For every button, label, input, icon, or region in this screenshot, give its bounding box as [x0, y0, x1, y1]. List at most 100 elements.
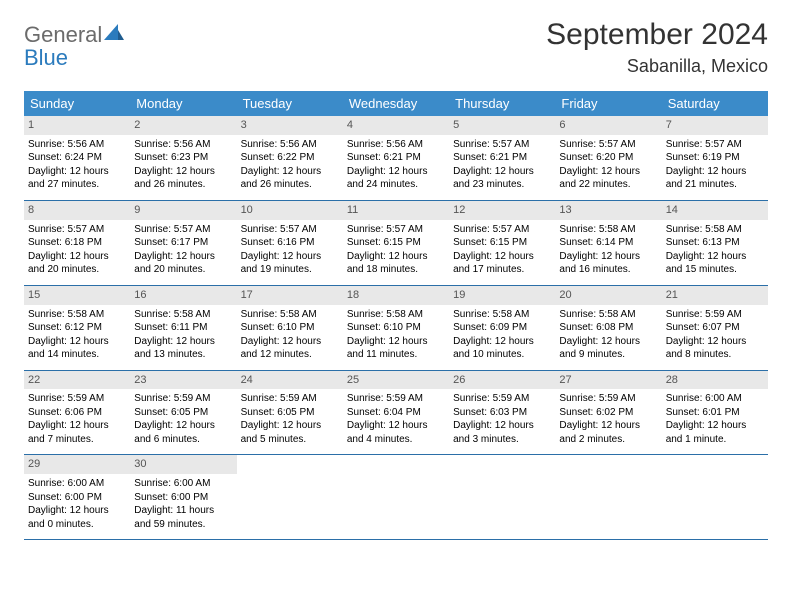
day-number: 8 — [24, 201, 130, 220]
daylight-line: and 24 minutes. — [347, 178, 445, 192]
calendar-week: 22Sunrise: 5:59 AMSunset: 6:06 PMDayligh… — [24, 371, 768, 456]
calendar-day-empty — [237, 455, 343, 539]
daylight-line: and 11 minutes. — [347, 348, 445, 362]
daylight-line: and 59 minutes. — [134, 518, 232, 532]
calendar-grid: SundayMondayTuesdayWednesdayThursdayFrid… — [24, 91, 768, 540]
calendar-day: 21Sunrise: 5:59 AMSunset: 6:07 PMDayligh… — [662, 286, 768, 370]
daylight-line: and 18 minutes. — [347, 263, 445, 277]
weekday-header: Sunday — [24, 91, 130, 116]
day-number: 12 — [449, 201, 555, 220]
sunset-line: Sunset: 6:05 PM — [241, 406, 339, 420]
calendar-day-empty — [555, 455, 661, 539]
calendar-week: 29Sunrise: 6:00 AMSunset: 6:00 PMDayligh… — [24, 455, 768, 540]
daylight-line: and 27 minutes. — [28, 178, 126, 192]
calendar-day: 18Sunrise: 5:58 AMSunset: 6:10 PMDayligh… — [343, 286, 449, 370]
daylight-line: and 4 minutes. — [347, 433, 445, 447]
daylight-line: Daylight: 12 hours — [453, 250, 551, 264]
sunrise-line: Sunrise: 5:59 AM — [453, 392, 551, 406]
daylight-line: Daylight: 12 hours — [666, 419, 764, 433]
day-number: 15 — [24, 286, 130, 305]
day-number: 19 — [449, 286, 555, 305]
daylight-line: Daylight: 12 hours — [347, 335, 445, 349]
daylight-line: and 26 minutes. — [241, 178, 339, 192]
sunset-line: Sunset: 6:02 PM — [559, 406, 657, 420]
sunset-line: Sunset: 6:18 PM — [28, 236, 126, 250]
sunset-line: Sunset: 6:19 PM — [666, 151, 764, 165]
daylight-line: and 19 minutes. — [241, 263, 339, 277]
calendar-day-empty — [343, 455, 449, 539]
calendar-day: 15Sunrise: 5:58 AMSunset: 6:12 PMDayligh… — [24, 286, 130, 370]
daylight-line: Daylight: 12 hours — [666, 250, 764, 264]
sunrise-line: Sunrise: 5:57 AM — [241, 223, 339, 237]
sunset-line: Sunset: 6:13 PM — [666, 236, 764, 250]
sunset-line: Sunset: 6:20 PM — [559, 151, 657, 165]
calendar-day: 23Sunrise: 5:59 AMSunset: 6:05 PMDayligh… — [130, 371, 236, 455]
day-number: 17 — [237, 286, 343, 305]
sunrise-line: Sunrise: 5:57 AM — [666, 138, 764, 152]
daylight-line: and 1 minute. — [666, 433, 764, 447]
daylight-line: and 14 minutes. — [28, 348, 126, 362]
daylight-line: Daylight: 12 hours — [347, 419, 445, 433]
calendar-day: 2Sunrise: 5:56 AMSunset: 6:23 PMDaylight… — [130, 116, 236, 200]
day-number: 26 — [449, 371, 555, 390]
weekday-header-row: SundayMondayTuesdayWednesdayThursdayFrid… — [24, 91, 768, 116]
daylight-line: and 12 minutes. — [241, 348, 339, 362]
sunrise-line: Sunrise: 5:59 AM — [241, 392, 339, 406]
calendar-day: 13Sunrise: 5:58 AMSunset: 6:14 PMDayligh… — [555, 201, 661, 285]
daylight-line: Daylight: 12 hours — [28, 250, 126, 264]
sunrise-line: Sunrise: 5:59 AM — [559, 392, 657, 406]
daylight-line: Daylight: 12 hours — [241, 335, 339, 349]
daylight-line: and 26 minutes. — [134, 178, 232, 192]
day-number: 3 — [237, 116, 343, 135]
sunset-line: Sunset: 6:03 PM — [453, 406, 551, 420]
calendar-week: 1Sunrise: 5:56 AMSunset: 6:24 PMDaylight… — [24, 116, 768, 201]
day-number: 1 — [24, 116, 130, 135]
sunset-line: Sunset: 6:06 PM — [28, 406, 126, 420]
sunset-line: Sunset: 6:15 PM — [347, 236, 445, 250]
daylight-line: and 23 minutes. — [453, 178, 551, 192]
daylight-line: Daylight: 12 hours — [559, 165, 657, 179]
daylight-line: Daylight: 12 hours — [559, 419, 657, 433]
day-number: 5 — [449, 116, 555, 135]
calendar-day: 26Sunrise: 5:59 AMSunset: 6:03 PMDayligh… — [449, 371, 555, 455]
day-number: 14 — [662, 201, 768, 220]
day-number: 27 — [555, 371, 661, 390]
day-number: 11 — [343, 201, 449, 220]
sunrise-line: Sunrise: 5:58 AM — [28, 308, 126, 322]
calendar-day: 3Sunrise: 5:56 AMSunset: 6:22 PMDaylight… — [237, 116, 343, 200]
day-number: 13 — [555, 201, 661, 220]
sunrise-line: Sunrise: 5:59 AM — [28, 392, 126, 406]
page-title: September 2024 — [546, 18, 768, 52]
daylight-line: Daylight: 12 hours — [241, 165, 339, 179]
sunset-line: Sunset: 6:22 PM — [241, 151, 339, 165]
sunset-line: Sunset: 6:12 PM — [28, 321, 126, 335]
sunrise-line: Sunrise: 5:58 AM — [241, 308, 339, 322]
calendar-day-empty — [662, 455, 768, 539]
sunrise-line: Sunrise: 5:58 AM — [559, 308, 657, 322]
sunset-line: Sunset: 6:08 PM — [559, 321, 657, 335]
calendar-day: 30Sunrise: 6:00 AMSunset: 6:00 PMDayligh… — [130, 455, 236, 539]
sunset-line: Sunset: 6:21 PM — [347, 151, 445, 165]
sunset-line: Sunset: 6:14 PM — [559, 236, 657, 250]
calendar-day: 25Sunrise: 5:59 AMSunset: 6:04 PMDayligh… — [343, 371, 449, 455]
daylight-line: Daylight: 11 hours — [134, 504, 232, 518]
day-number: 9 — [130, 201, 236, 220]
sunrise-line: Sunrise: 5:57 AM — [453, 138, 551, 152]
day-number: 16 — [130, 286, 236, 305]
brand-sail-icon — [104, 24, 124, 47]
daylight-line: Daylight: 12 hours — [28, 165, 126, 179]
sunrise-line: Sunrise: 5:57 AM — [134, 223, 232, 237]
day-number: 28 — [662, 371, 768, 390]
sunrise-line: Sunrise: 5:59 AM — [134, 392, 232, 406]
day-number: 4 — [343, 116, 449, 135]
sunrise-line: Sunrise: 5:57 AM — [28, 223, 126, 237]
daylight-line: Daylight: 12 hours — [241, 419, 339, 433]
calendar-day: 24Sunrise: 5:59 AMSunset: 6:05 PMDayligh… — [237, 371, 343, 455]
sunrise-line: Sunrise: 5:59 AM — [666, 308, 764, 322]
sunrise-line: Sunrise: 6:00 AM — [134, 477, 232, 491]
calendar-day: 28Sunrise: 6:00 AMSunset: 6:01 PMDayligh… — [662, 371, 768, 455]
daylight-line: Daylight: 12 hours — [666, 335, 764, 349]
sunset-line: Sunset: 6:23 PM — [134, 151, 232, 165]
sunset-line: Sunset: 6:10 PM — [241, 321, 339, 335]
location-label: Sabanilla, Mexico — [546, 56, 768, 77]
